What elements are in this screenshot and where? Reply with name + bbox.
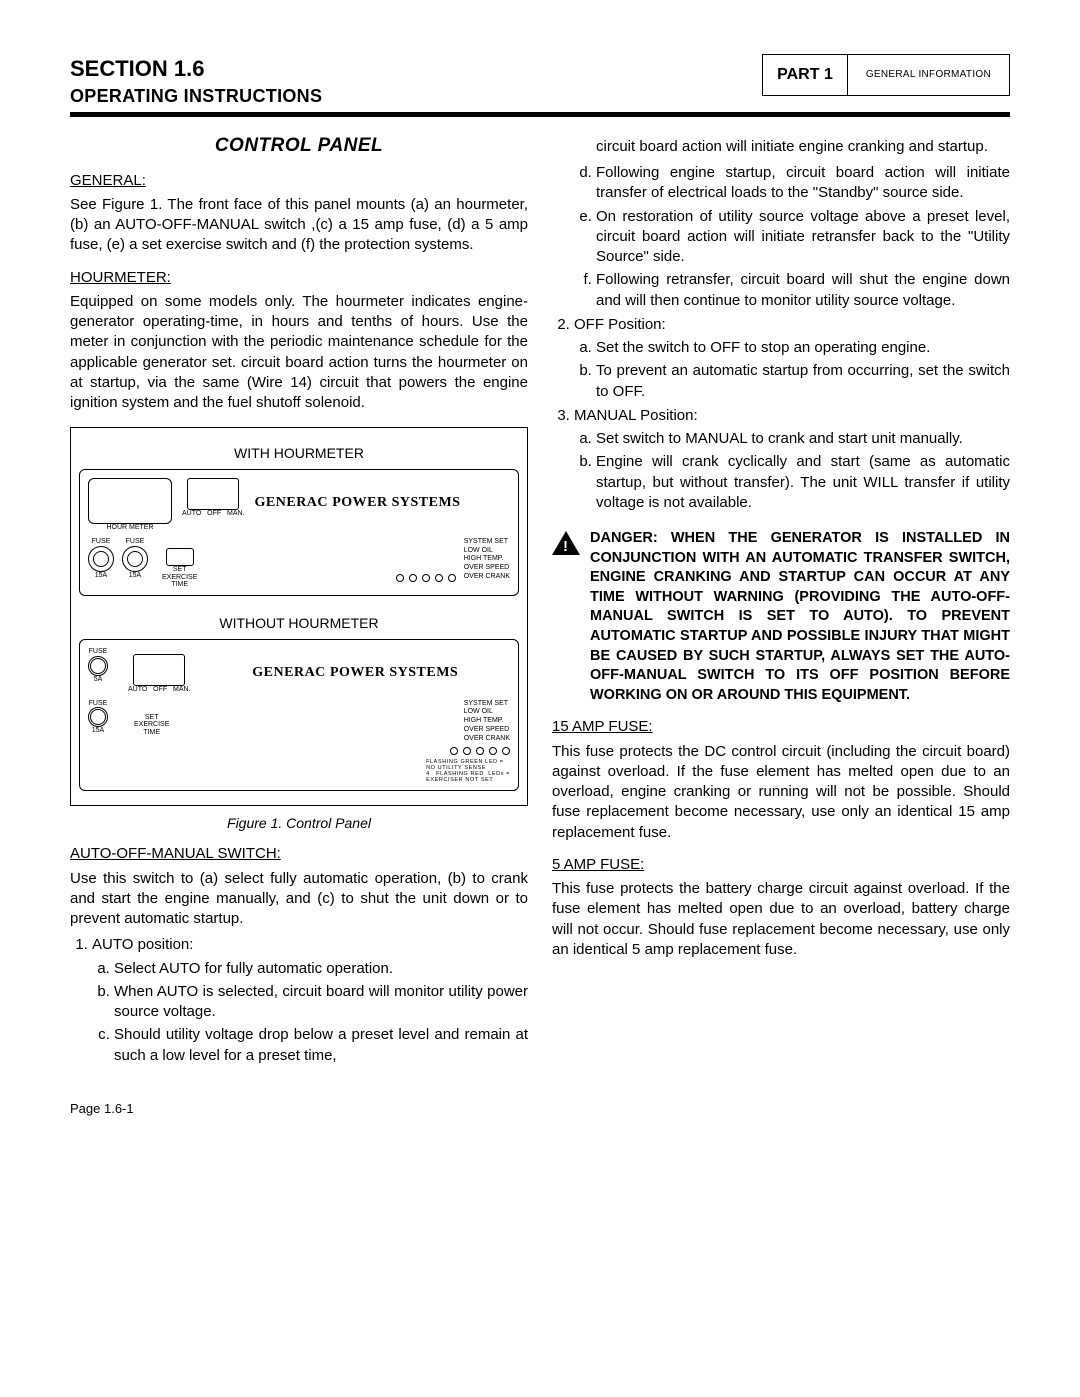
fuse-label-2: FUSE	[126, 538, 145, 546]
brand-sub: POWER SYSTEMS	[332, 495, 460, 510]
list-item: Engine will crank cyclically and start (…	[596, 452, 1010, 513]
figure-caption: Figure 1. Control Panel	[70, 814, 528, 833]
auto-list: AUTO position: Select AUTO for fully aut…	[92, 935, 528, 1066]
list-item: AUTO position: Select AUTO for fully aut…	[92, 935, 528, 1066]
list-item: Following engine startup, circuit board …	[596, 163, 1010, 204]
left-column: CONTROL PANEL GENERAL: See Figure 1. The…	[70, 123, 528, 1070]
general-heading: GENERAL:	[70, 171, 528, 191]
section-number: SECTION 1.6	[70, 54, 322, 84]
general-text: See Figure 1. The front face of this pan…	[70, 195, 528, 256]
fuse5-heading: 5 AMP FUSE:	[552, 855, 1010, 875]
off-list: OFF Position: Set the switch to OFF to s…	[574, 315, 1010, 513]
list-item: Select AUTO for fully automatic operatio…	[114, 959, 528, 979]
danger-text: DANGER: WHEN THE GENERATOR IS INSTALLED …	[590, 529, 1010, 705]
panel-without-hourmeter: FUSE 5A AUTO OFF MAN. GENERAC	[79, 639, 519, 791]
header-right: PART 1 GENERAL INFORMATION	[762, 54, 1010, 96]
fuse-label-4: FUSE	[89, 700, 108, 708]
warning-icon	[552, 531, 580, 555]
hourmeter-heading: HOURMETER:	[70, 268, 528, 288]
list-item: Set the switch to OFF to stop an operati…	[596, 338, 1010, 358]
fuse5-text: This fuse protects the battery charge ci…	[552, 879, 1010, 960]
cont-text: circuit board action will initiate engin…	[596, 137, 1010, 157]
fuse15-heading: 15 AMP FUSE:	[552, 717, 1010, 737]
content-columns: CONTROL PANEL GENERAL: See Figure 1. The…	[70, 123, 1010, 1070]
switch-text: Use this switch to (a) select fully auto…	[70, 869, 528, 930]
auto-off-manual-switch-icon-2	[133, 654, 185, 686]
auto-list-cont: Following engine startup, circuit board …	[596, 163, 1010, 311]
switch-labels: AUTO OFF MAN.	[182, 510, 245, 518]
fuse-15a-icon-2	[122, 546, 148, 572]
control-panel-title: CONTROL PANEL	[70, 133, 528, 159]
page-header: SECTION 1.6 OPERATING INSTRUCTIONS PART …	[70, 54, 1010, 117]
list-item: Should utility voltage drop below a pres…	[114, 1025, 528, 1066]
danger-box: DANGER: WHEN THE GENERATOR IS INSTALLED …	[552, 529, 1010, 705]
led-labels-2: SYSTEM SET LOW OIL HIGH TEMP. OVER SPEED…	[464, 700, 510, 744]
list-item: Set switch to MANUAL to crank and start …	[596, 429, 1010, 449]
list-item: Following retransfer, circuit board will…	[596, 270, 1010, 311]
list-item: When AUTO is selected, circuit board wil…	[114, 982, 528, 1023]
page-number: Page 1.6-1	[70, 1100, 1010, 1118]
fuse-15a-icon-3	[88, 707, 108, 727]
auto-off-manual-switch-icon	[187, 478, 239, 510]
set-exercise-label: SET EXERCISE TIME	[162, 566, 197, 589]
list-item: On restoration of utility source voltage…	[596, 207, 1010, 268]
amp-5-label: 5A	[94, 676, 103, 684]
fuse-5a-icon	[88, 656, 108, 676]
general-info-label: GENERAL INFORMATION	[848, 55, 1009, 95]
list-item: OFF Position: Set the switch to OFF to s…	[574, 315, 1010, 402]
led-note: FLASHING GREEN LED = NO UTILITY SENSE 4 …	[426, 759, 510, 783]
fuse-label-3: FUSE	[89, 648, 108, 656]
brand-sub-2: POWER SYSTEMS	[330, 665, 458, 680]
part-number: PART 1	[763, 55, 848, 95]
without-hourmeter-title: WITHOUT HOURMETER	[79, 614, 519, 633]
amp-15-label: 15A	[95, 572, 107, 580]
switch-labels-2: AUTO OFF MAN.	[128, 686, 191, 694]
led-labels: SYSTEM SET LOW OIL HIGH TEMP. OVER SPEED…	[464, 538, 510, 582]
brand-label: GENERAC	[255, 495, 329, 510]
hourmeter-label: HOUR METER	[106, 524, 153, 532]
fuse-15a-icon	[88, 546, 114, 572]
exercise-switch-icon	[166, 548, 194, 566]
led-row	[396, 574, 456, 582]
amp-15-label-3: 15A	[92, 727, 104, 735]
led-row-2	[450, 747, 510, 755]
section-subtitle: OPERATING INSTRUCTIONS	[70, 84, 322, 108]
fuse15-text: This fuse protects the DC control circui…	[552, 742, 1010, 843]
hourmeter-text: Equipped on some models only. The hourme…	[70, 292, 528, 414]
list-item: To prevent an automatic startup from occ…	[596, 361, 1010, 402]
figure-1: WITH HOURMETER HOUR METER AUTO OFF MAN.	[70, 427, 528, 805]
switch-heading: AUTO-OFF-MANUAL SWITCH:	[70, 844, 528, 864]
right-column: circuit board action will initiate engin…	[552, 123, 1010, 1070]
list-item: MANUAL Position: Set switch to MANUAL to…	[574, 406, 1010, 513]
header-left: SECTION 1.6 OPERATING INSTRUCTIONS	[70, 54, 322, 108]
brand-label-2: GENERAC	[252, 665, 326, 680]
set-exercise-label-2: SET EXERCISE TIME	[134, 714, 169, 737]
panel-with-hourmeter: HOUR METER AUTO OFF MAN. GENERAC POWER S…	[79, 469, 519, 596]
fuse-label: FUSE	[92, 538, 111, 546]
amp-15-label-2: 15A	[129, 572, 141, 580]
with-hourmeter-title: WITH HOURMETER	[79, 444, 519, 463]
hourmeter-icon	[88, 478, 172, 524]
